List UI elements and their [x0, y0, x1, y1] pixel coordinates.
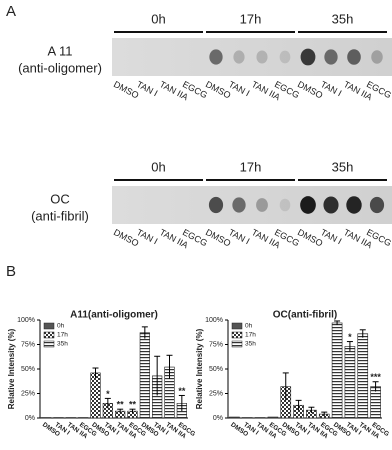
lane-label: TAN I [227, 227, 251, 246]
blot-name: OC [50, 191, 70, 206]
bar [229, 416, 240, 419]
y-tick-label: 75% [209, 341, 223, 348]
legend-swatch [231, 322, 243, 330]
chart-title: OC(anti-fibril) [273, 310, 337, 321]
lane-label: TAN I [319, 79, 343, 98]
chart-title: A11(anti-oligomer) [70, 310, 158, 321]
blot-name: (anti-fibril) [31, 208, 89, 223]
significance: ** [129, 400, 137, 410]
legend-swatch [231, 340, 243, 348]
legend-swatch [43, 331, 55, 339]
y-tick-label: 75% [21, 341, 35, 348]
time-label: 0h [151, 11, 165, 26]
lane-label: TAN I [135, 227, 159, 246]
lane-label: TAN I [319, 227, 343, 246]
time-label: 17h [240, 159, 262, 174]
significance: ** [117, 400, 125, 410]
legend-swatch [43, 322, 55, 330]
y-tick-label: 0% [25, 415, 35, 422]
y-tick-label: 50% [21, 366, 35, 373]
time-label: 0h [151, 159, 165, 174]
y-tick-label: 50% [209, 366, 223, 373]
legend-label: 0h [245, 323, 253, 330]
y-tick-label: 100% [205, 317, 223, 324]
blot-dot [347, 49, 361, 65]
blot-dot [369, 196, 385, 214]
bar [331, 322, 343, 419]
lane-label: DMSO [112, 79, 141, 101]
lane-label: DMSO [112, 227, 141, 249]
lane-label: DMSO [204, 227, 233, 249]
legend-swatch [43, 340, 55, 348]
blot-name: A 11 [47, 43, 72, 58]
blot-strip [112, 38, 392, 76]
y-tick-label: 100% [17, 317, 35, 324]
blot-strip [112, 186, 392, 224]
panel-label: B [6, 263, 16, 280]
bar [90, 372, 101, 419]
blot-dot [300, 196, 316, 214]
blot-dot [371, 50, 383, 64]
blot-dot [209, 49, 223, 65]
blot-dot [300, 48, 316, 66]
blot-dot [233, 50, 245, 64]
blot-dot [208, 196, 224, 214]
legend-label: 35h [57, 341, 68, 348]
blot-dot [346, 196, 362, 214]
legend-label: 17h [245, 332, 256, 339]
y-tick-label: 25% [209, 390, 223, 397]
significance: * [106, 389, 110, 399]
legend-label: 17h [57, 332, 68, 339]
y-tick-label: 25% [21, 390, 35, 397]
legend-swatch [231, 331, 243, 339]
blot-dot [323, 196, 339, 214]
bar [267, 416, 279, 419]
blot-dot [256, 198, 268, 212]
legend-label: 0h [57, 323, 65, 330]
bar [357, 333, 369, 419]
panel-label: A [6, 3, 16, 20]
y-tick-label: 0% [213, 415, 223, 422]
lane-label: TAN I [227, 79, 251, 98]
significance: ** [178, 386, 186, 396]
lane-label: DMSO [296, 79, 325, 101]
lane-label: DMSO [296, 227, 325, 249]
significance: * [348, 332, 352, 342]
blot-name: (anti-oligomer) [18, 60, 102, 75]
lane-label: DMSO [204, 79, 233, 101]
blot-dot [279, 198, 291, 212]
significance: *** [370, 372, 381, 382]
bar [139, 332, 150, 419]
legend-label: 35h [245, 341, 256, 348]
y-axis-label: Relative Intensity (%) [195, 328, 204, 409]
blot-dot [256, 50, 268, 64]
lane-label: TAN I [135, 79, 159, 98]
y-axis-label: Relative Intensity (%) [7, 328, 16, 409]
time-label: 35h [332, 11, 354, 26]
blot-dot [279, 50, 291, 64]
time-label: 35h [332, 159, 354, 174]
blot-dot [324, 49, 338, 65]
time-label: 17h [240, 11, 262, 26]
bar [344, 346, 356, 419]
blot-dot [232, 197, 246, 213]
